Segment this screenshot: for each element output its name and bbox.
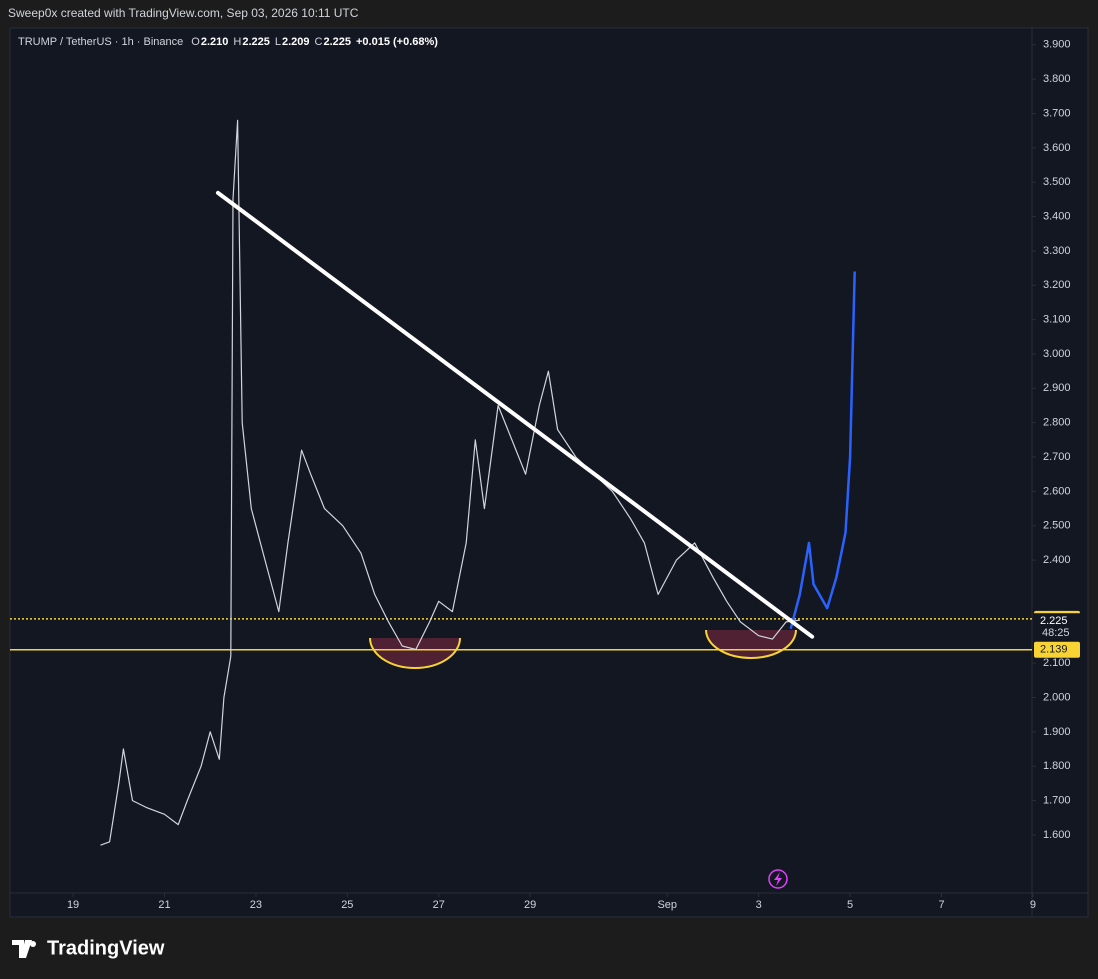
alert-icon[interactable] xyxy=(768,869,788,889)
x-tick-label: 9 xyxy=(1030,899,1036,911)
x-tick-label: 29 xyxy=(524,899,536,911)
y-tick-label: 1.700 xyxy=(1043,794,1071,806)
x-tick-label: 3 xyxy=(756,899,762,911)
ohlc-value: 2.225 xyxy=(242,36,270,48)
y-tick-label: 3.900 xyxy=(1043,39,1071,51)
x-tick-label: 19 xyxy=(67,899,79,911)
y-tick-label: 3.800 xyxy=(1043,73,1071,85)
y-tick-label: 3.100 xyxy=(1043,314,1071,326)
x-tick-label: 27 xyxy=(433,899,445,911)
brand-logo xyxy=(12,940,36,958)
y-tick-label: 3.500 xyxy=(1043,176,1071,188)
x-tick-label: Sep xyxy=(657,899,677,911)
cup-arc xyxy=(705,629,797,659)
level-label: 2.139 xyxy=(1040,644,1068,656)
level-label-box xyxy=(1034,641,1080,658)
y-tick-label: 3.700 xyxy=(1043,107,1071,119)
ohlc-label: H xyxy=(233,36,241,48)
symbol: TRUMP / TetherUS · 1h · Binance xyxy=(18,36,183,48)
legend: TRUMP / TetherUS · 1h · Binance O 2.210 H 2.… xyxy=(18,36,438,48)
y-tick-label: 2.600 xyxy=(1043,485,1071,497)
y-tick-label: 3.200 xyxy=(1043,279,1071,291)
x-tick-label: 7 xyxy=(938,899,944,911)
ohlc-label: C xyxy=(315,36,323,48)
y-tick-label: 2.100 xyxy=(1043,657,1071,669)
ohlc-label: O xyxy=(191,36,200,48)
last-price-box xyxy=(1034,613,1080,640)
y-tick-label: 1.900 xyxy=(1043,726,1071,738)
y-tick-label: 1.800 xyxy=(1043,760,1071,772)
y-tick-label: 2.700 xyxy=(1043,451,1071,463)
y-tick-label: 2.000 xyxy=(1043,691,1071,703)
trendline xyxy=(215,190,815,639)
y-tick-label: 1.600 xyxy=(1043,829,1071,841)
ohlc-value: 2.209 xyxy=(282,36,310,48)
y-tick-label: 3.000 xyxy=(1043,348,1071,360)
ohlc-value: 2.210 xyxy=(201,36,229,48)
y-tick-label: 3.300 xyxy=(1043,245,1071,257)
change: +0.015 (+0.68%) xyxy=(356,36,438,48)
y-tick-label: 2.800 xyxy=(1043,417,1071,429)
y-tick-label: 3.600 xyxy=(1043,142,1071,154)
x-tick-label: 21 xyxy=(158,899,170,911)
cup-arc xyxy=(369,637,461,669)
ohlc-label: L xyxy=(275,36,281,48)
plot-area xyxy=(10,119,1032,846)
last-price-label: 2.225 xyxy=(1040,615,1068,627)
y-tick-label: 2.500 xyxy=(1043,520,1071,532)
x-tick-label: 25 xyxy=(341,899,353,911)
x-tick-label: 5 xyxy=(847,899,853,911)
y-tick-label: 3.400 xyxy=(1043,210,1071,222)
x-tick-label: 23 xyxy=(250,899,262,911)
chart-panel xyxy=(9,27,1089,918)
y-tick-label: 2.400 xyxy=(1043,554,1071,566)
brand-name: TradingView xyxy=(47,937,165,959)
price-line xyxy=(789,271,856,630)
cup-shape xyxy=(370,638,460,668)
ohlc-value: 2.225 xyxy=(323,36,351,48)
attribution: Sweep0x created with TradingView.com, Se… xyxy=(8,6,359,20)
countdown: 48:25 xyxy=(1042,627,1070,639)
y-tick-label: 2.900 xyxy=(1043,382,1071,394)
price-line xyxy=(100,119,800,846)
